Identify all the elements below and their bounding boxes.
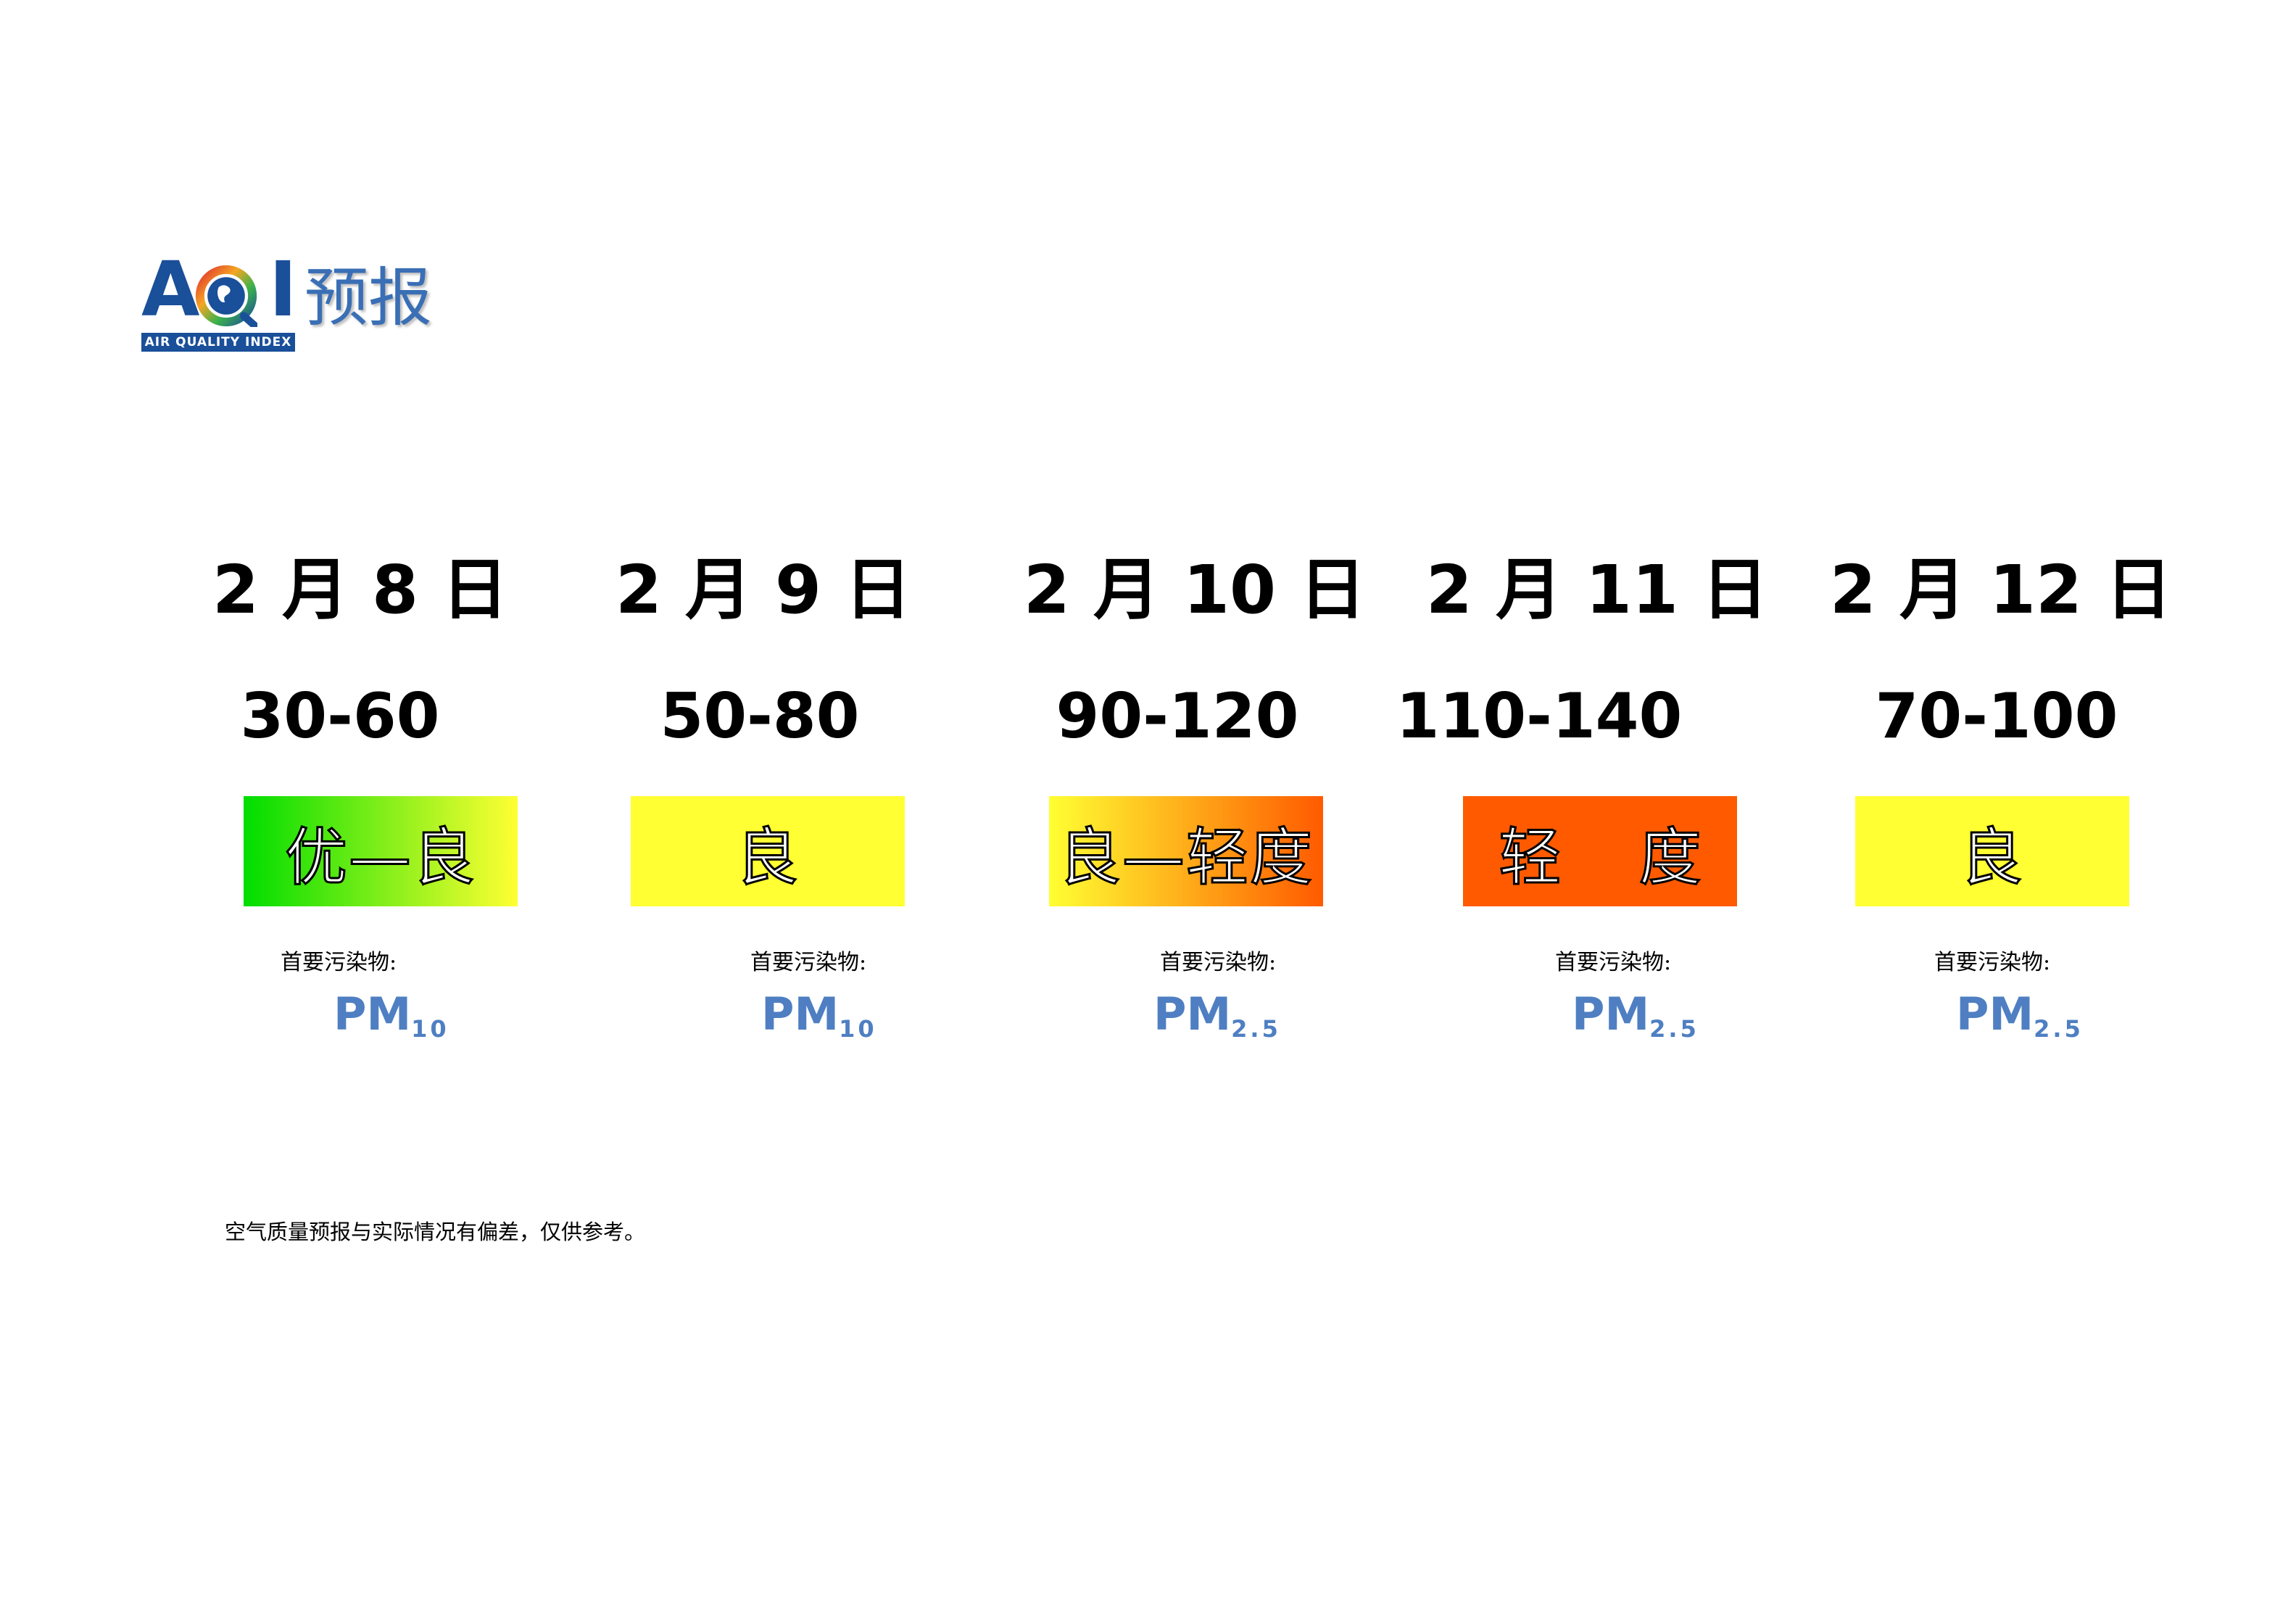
primary-pollutant-label: 首要污染物: xyxy=(281,950,397,975)
aqi-level-label: 优—良 xyxy=(284,820,476,895)
aqi-level-label: 轻 度 xyxy=(1498,820,1731,895)
forecast-date: 2 月 10 日 xyxy=(1023,551,1367,629)
primary-pollutant: PM2.5 xyxy=(1956,992,2084,1041)
forecast-day-2: 2 月 9 日 50-80 良 首要污染物: PM10 xyxy=(575,0,952,1088)
primary-pollutant-label: 首要污染物: xyxy=(1934,950,2051,975)
aqi-level-label: 良 xyxy=(1960,820,2024,895)
primary-pollutant: PM10 xyxy=(761,992,877,1041)
primary-pollutant: PM10 xyxy=(333,992,449,1041)
forecast-day-5: 2 月 12 日 70-100 良 首要污染物: PM2.5 xyxy=(1812,0,2189,1088)
primary-pollutant: PM2.5 xyxy=(1572,992,1699,1041)
pollutant-subscript: 2.5 xyxy=(1649,1015,1699,1043)
aqi-level-label: 良—轻度 xyxy=(1058,820,1314,895)
logo-letter-i: I xyxy=(269,245,297,334)
disclaimer-note: 空气质量预报与实际情况有偏差，仅供参考。 xyxy=(225,1220,646,1244)
primary-pollutant: PM2.5 xyxy=(1153,992,1281,1041)
logo-title: 预报 xyxy=(304,260,433,335)
primary-pollutant-label: 首要污染物: xyxy=(1160,950,1277,975)
aqi-range: 110-140 xyxy=(1396,680,1683,753)
forecast-date: 2 月 12 日 xyxy=(1829,551,2173,629)
aqi-level-badge: 良—轻度 xyxy=(1049,796,1323,906)
aqi-level-label: 良 xyxy=(735,820,800,895)
logo-letter-a: A xyxy=(141,245,199,334)
primary-pollutant-label: 首要污染物: xyxy=(1555,950,1672,975)
pollutant-name: PM xyxy=(333,988,412,1040)
forecast-day-3: 2 月 10 日 90-120 良—轻度 首要污染物: PM2.5 xyxy=(1006,0,1383,1088)
forecast-date: 2 月 9 日 xyxy=(615,551,912,629)
pollutant-subscript: 2.5 xyxy=(1231,1015,1281,1043)
primary-pollutant-label: 首要污染物: xyxy=(750,950,867,975)
aqi-level-badge: 优—良 xyxy=(244,796,518,906)
aqi-level-badge: 良 xyxy=(631,796,905,906)
aqi-logo-mark: A I xyxy=(141,252,297,336)
logo-tagline: AIR QUALITY INDEX xyxy=(141,333,295,352)
pollutant-name: PM xyxy=(761,988,840,1040)
pollutant-name: PM xyxy=(1956,988,2034,1040)
globe-icon xyxy=(195,265,257,327)
pollutant-subscript: 10 xyxy=(839,1015,877,1043)
aqi-logo: A I AIR QUALITY INDEX 预报 xyxy=(141,252,453,359)
pollutant-subscript: 2.5 xyxy=(2034,1015,2084,1043)
forecast-date: 2 月 8 日 xyxy=(212,551,509,629)
forecast-day-4: 2 月 11 日 110-140 轻 度 首要污染物: PM2.5 xyxy=(1396,0,1786,1088)
aqi-range: 90-120 xyxy=(1056,680,1299,753)
aqi-range: 70-100 xyxy=(1875,680,2118,753)
pollutant-name: PM xyxy=(1153,988,1232,1040)
pollutant-subscript: 10 xyxy=(411,1015,449,1043)
aqi-range: 50-80 xyxy=(660,680,860,753)
forecast-day-1: 2 月 8 日 30-60 优—良 首要污染物: PM10 xyxy=(172,0,549,1088)
pollutant-name: PM xyxy=(1572,988,1650,1040)
aqi-level-badge: 良 xyxy=(1855,796,2129,906)
aqi-range: 30-60 xyxy=(240,680,440,753)
aqi-level-badge: 轻 度 xyxy=(1463,796,1737,906)
forecast-date: 2 月 11 日 xyxy=(1425,551,1769,629)
